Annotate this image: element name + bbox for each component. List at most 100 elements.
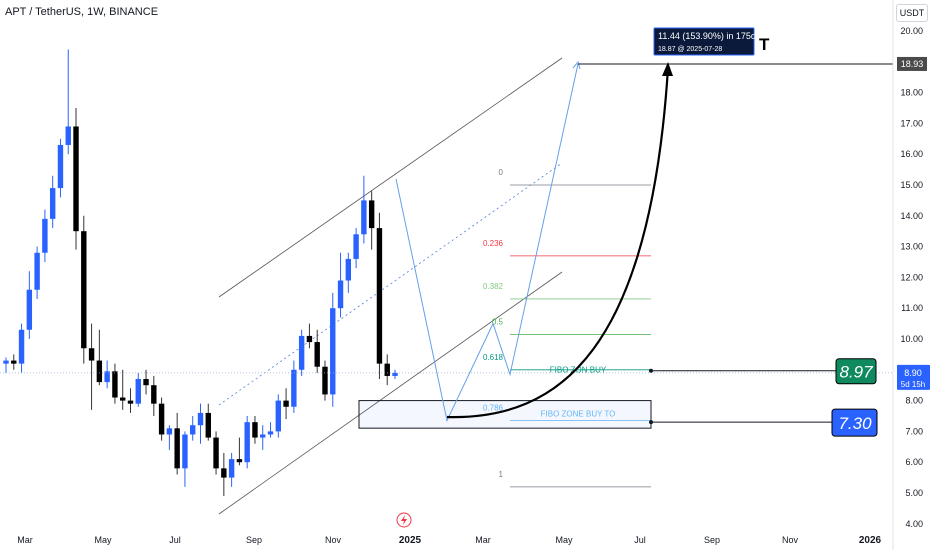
- candle-body: [190, 425, 196, 435]
- candle-body: [174, 428, 180, 469]
- price-axis[interactable]: 20.0019.0018.0017.0016.0015.0014.0013.00…: [892, 0, 923, 550]
- candle-body: [3, 360, 9, 364]
- zone-anchor-dot: [649, 368, 653, 373]
- fib-level-label: 0: [499, 168, 504, 177]
- candle-body: [221, 468, 227, 478]
- zone-price-tag: [831, 408, 878, 437]
- candle-body: [182, 434, 188, 469]
- candle-body: [73, 126, 79, 232]
- currency-button[interactable]: USDT: [896, 4, 928, 22]
- projection-zigzag: [395, 63, 579, 423]
- zone-price-tag: [835, 358, 877, 385]
- target-marker: T: [759, 35, 770, 54]
- candle-body: [267, 431, 274, 435]
- candle-body: [81, 231, 87, 349]
- x-tick-label: Jul: [169, 535, 181, 545]
- zone-price-tag-text: 8.97: [839, 363, 873, 382]
- x-tick-label: 2025: [399, 535, 422, 546]
- y-tick-label: 13.00: [900, 242, 923, 252]
- target-curve-arrowhead: [662, 62, 673, 76]
- candle-body: [314, 342, 320, 367]
- y-tick-label: 11.00: [901, 303, 923, 313]
- candle-body: [376, 228, 383, 364]
- event-flash-icon: [396, 512, 412, 528]
- fib-level-label: 0.786: [483, 404, 504, 413]
- y-tick-label: 18.00: [900, 88, 923, 98]
- x-tick-label: Sep: [704, 535, 720, 545]
- y-tick-label: 20.00: [900, 26, 923, 36]
- y-tick-label: 12.00: [900, 272, 923, 282]
- y-tick-label: 17.00: [900, 118, 923, 128]
- candle-body: [368, 200, 375, 229]
- x-tick-label: 2026: [859, 535, 882, 546]
- candle-body: [244, 422, 250, 463]
- x-tick-label: Jul: [634, 535, 646, 545]
- fib-level-label: 0.5: [492, 317, 504, 326]
- buy-zones: FIBO ZONE BUY TO FIBO ZON BUY: [358, 366, 836, 429]
- candle-body: [384, 363, 390, 376]
- candle-body: [337, 280, 344, 309]
- chart-title: APT / TetherUS, 1W, BINANCE: [5, 6, 159, 18]
- x-tick-label: May: [94, 535, 112, 545]
- y-tick-label: 15.00: [900, 180, 923, 190]
- candle-body: [143, 379, 149, 386]
- candle-body: [88, 348, 95, 361]
- candle-body: [158, 403, 165, 435]
- zone-price-tag-text: 7.30: [838, 414, 872, 433]
- target-price-tag: [897, 56, 927, 71]
- candle-body: [361, 200, 367, 235]
- candles: [0, 49, 893, 497]
- projection-arrowhead: [572, 60, 581, 70]
- zone-label: FIBO ZONE BUY TO: [541, 410, 616, 419]
- price-labels: 18.93 8.90 5d 15h 8.97 7.30: [831, 56, 930, 437]
- candle-body: [298, 335, 305, 370]
- candle-body: [330, 308, 336, 395]
- y-tick-label: 4.00: [905, 519, 923, 529]
- y-tick-label: 8.00: [905, 396, 923, 406]
- candle-body: [65, 126, 71, 145]
- candle-body: [291, 369, 297, 407]
- event-flash-icon: [401, 515, 407, 525]
- time-axis[interactable]: Mar May Jul Sep Nov 2025 Mar May Jul Sep Nov 2026: [17, 512, 882, 546]
- candle-body: [120, 397, 126, 401]
- candle-body: [127, 400, 134, 404]
- x-tick-label: Nov: [782, 535, 799, 545]
- y-tick-label: 5.00: [905, 488, 923, 498]
- candle-body: [345, 258, 352, 281]
- candle-body: [26, 289, 33, 330]
- candle-body: [275, 400, 281, 432]
- zone-label: FIBO ZON BUY: [550, 366, 607, 375]
- candle-body: [197, 412, 204, 426]
- candle-body: [34, 252, 40, 290]
- fib-level-label: 0.382: [483, 282, 504, 291]
- countdown-text: 5d 15h: [901, 380, 925, 389]
- x-tick-label: Mar: [17, 535, 33, 545]
- target-info-line1: 11.44 (153.90%) in 175d: [658, 31, 756, 41]
- candle-body: [18, 329, 25, 364]
- trend-channel: [218, 57, 563, 515]
- zone-anchor-dot: [649, 420, 653, 425]
- candle-body: [228, 459, 235, 478]
- candle-body: [283, 400, 289, 407]
- candle-body: [236, 459, 243, 463]
- channel-lower-line: [218, 271, 563, 515]
- buy-zone-box: [358, 400, 652, 429]
- candle-body: [322, 366, 328, 395]
- candle-body: [392, 372, 398, 376]
- candle-body: [252, 422, 258, 438]
- y-tick-label: 10.00: [900, 334, 923, 344]
- fib-level-label: 1: [499, 470, 504, 479]
- target-info-line2: 18.87 @ 2025-07-28: [658, 46, 722, 53]
- candle-body: [42, 218, 48, 253]
- x-tick-label: Mar: [475, 535, 491, 545]
- candle-body: [151, 385, 157, 404]
- candle-body: [57, 144, 64, 189]
- candle-body: [11, 360, 17, 364]
- candle-body: [213, 437, 219, 469]
- fib-level-label: 0.236: [483, 239, 504, 248]
- candle-body: [96, 360, 103, 383]
- candle-body: [104, 371, 110, 383]
- candle-body: [112, 371, 118, 398]
- y-tick-label: 7.00: [905, 426, 923, 436]
